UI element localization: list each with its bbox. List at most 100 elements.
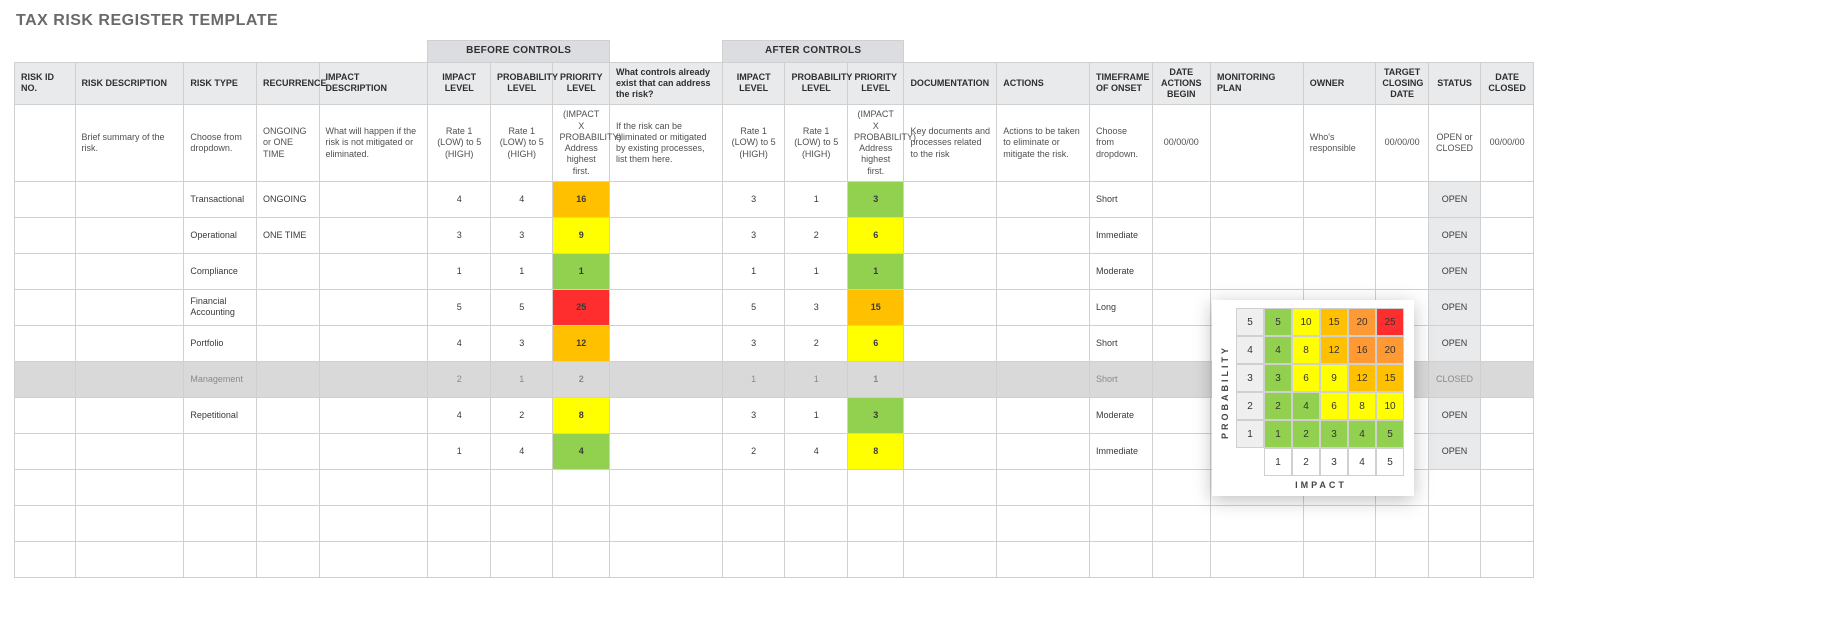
cell-dab[interactable]: [1152, 505, 1210, 541]
cell-stat[interactable]: [1428, 469, 1480, 505]
cell-desc[interactable]: [75, 289, 184, 325]
cell-dab[interactable]: [1152, 253, 1210, 289]
cell-act[interactable]: [997, 469, 1090, 505]
cell-mon[interactable]: [1211, 253, 1304, 289]
cell-doc[interactable]: [904, 289, 997, 325]
cell-dc[interactable]: [1481, 325, 1534, 361]
cell-dab[interactable]: [1152, 433, 1210, 469]
cell-ctrl[interactable]: [609, 181, 722, 217]
cell-pl[interactable]: [490, 505, 553, 541]
cell-impd[interactable]: [319, 397, 428, 433]
cell-desc[interactable]: [75, 469, 184, 505]
cell-act[interactable]: [997, 217, 1090, 253]
cell-tf[interactable]: Moderate: [1090, 253, 1153, 289]
cell-pl2[interactable]: 2: [785, 217, 848, 253]
cell-desc[interactable]: [75, 361, 184, 397]
cell-il2[interactable]: [722, 469, 785, 505]
cell-stat[interactable]: OPEN: [1428, 433, 1480, 469]
cell-id[interactable]: [15, 469, 76, 505]
cell-pl2[interactable]: 1: [785, 253, 848, 289]
cell-type[interactable]: Management: [184, 361, 257, 397]
cell-tcd[interactable]: [1376, 253, 1428, 289]
cell-dc[interactable]: [1481, 505, 1534, 541]
cell-dc[interactable]: [1481, 469, 1534, 505]
cell-il[interactable]: 2: [428, 361, 491, 397]
cell-pl2[interactable]: 1: [785, 361, 848, 397]
cell-doc[interactable]: [904, 253, 997, 289]
cell-impd[interactable]: [319, 217, 428, 253]
cell-stat[interactable]: [1428, 541, 1480, 577]
cell-id[interactable]: [15, 289, 76, 325]
cell-il[interactable]: 1: [428, 433, 491, 469]
cell-desc[interactable]: [75, 253, 184, 289]
cell-stat[interactable]: OPEN: [1428, 397, 1480, 433]
cell-doc[interactable]: [904, 433, 997, 469]
cell-type[interactable]: [184, 433, 257, 469]
cell-pr[interactable]: 1: [553, 253, 610, 289]
cell-type[interactable]: [184, 469, 257, 505]
cell-id[interactable]: [15, 325, 76, 361]
cell-tf[interactable]: [1090, 469, 1153, 505]
cell-tcd[interactable]: [1376, 217, 1428, 253]
cell-doc[interactable]: [904, 397, 997, 433]
cell-desc[interactable]: [75, 433, 184, 469]
cell-rec[interactable]: ONGOING: [257, 181, 320, 217]
cell-il2[interactable]: [722, 541, 785, 577]
cell-pr[interactable]: 25: [553, 289, 610, 325]
table-row[interactable]: OperationalONE TIME339326ImmediateOPEN: [15, 217, 1534, 253]
cell-tf[interactable]: Immediate: [1090, 217, 1153, 253]
cell-rec[interactable]: [257, 289, 320, 325]
cell-doc[interactable]: [904, 541, 997, 577]
cell-stat[interactable]: OPEN: [1428, 325, 1480, 361]
cell-rec[interactable]: [257, 433, 320, 469]
cell-own[interactable]: [1303, 253, 1376, 289]
cell-pr2[interactable]: 15: [847, 289, 903, 325]
cell-desc[interactable]: [75, 217, 184, 253]
cell-il[interactable]: 4: [428, 325, 491, 361]
cell-own[interactable]: [1303, 505, 1376, 541]
cell-act[interactable]: [997, 505, 1090, 541]
cell-tcd[interactable]: [1376, 541, 1428, 577]
cell-pr2[interactable]: 6: [847, 217, 903, 253]
cell-doc[interactable]: [904, 361, 997, 397]
cell-act[interactable]: [997, 397, 1090, 433]
cell-desc[interactable]: [75, 181, 184, 217]
cell-id[interactable]: [15, 397, 76, 433]
cell-tf[interactable]: Long: [1090, 289, 1153, 325]
cell-type[interactable]: Transactional: [184, 181, 257, 217]
cell-pl2[interactable]: [785, 541, 848, 577]
cell-type[interactable]: [184, 505, 257, 541]
cell-tf[interactable]: Moderate: [1090, 397, 1153, 433]
cell-ctrl[interactable]: [609, 541, 722, 577]
cell-pl[interactable]: [490, 469, 553, 505]
cell-id[interactable]: [15, 253, 76, 289]
cell-ctrl[interactable]: [609, 325, 722, 361]
cell-tf[interactable]: Short: [1090, 361, 1153, 397]
cell-ctrl[interactable]: [609, 505, 722, 541]
cell-impd[interactable]: [319, 325, 428, 361]
cell-pl[interactable]: 5: [490, 289, 553, 325]
cell-act[interactable]: [997, 253, 1090, 289]
cell-impd[interactable]: [319, 361, 428, 397]
cell-dab[interactable]: [1152, 289, 1210, 325]
cell-stat[interactable]: OPEN: [1428, 253, 1480, 289]
table-row[interactable]: [15, 505, 1534, 541]
cell-pl[interactable]: 3: [490, 217, 553, 253]
cell-pl[interactable]: [490, 541, 553, 577]
cell-il2[interactable]: 2: [722, 433, 785, 469]
cell-pr[interactable]: [553, 505, 610, 541]
cell-dc[interactable]: [1481, 541, 1534, 577]
cell-dab[interactable]: [1152, 217, 1210, 253]
cell-pl2[interactable]: 2: [785, 325, 848, 361]
cell-tf[interactable]: Short: [1090, 325, 1153, 361]
cell-doc[interactable]: [904, 505, 997, 541]
cell-act[interactable]: [997, 181, 1090, 217]
cell-type[interactable]: Compliance: [184, 253, 257, 289]
cell-desc[interactable]: [75, 325, 184, 361]
cell-pl[interactable]: 4: [490, 433, 553, 469]
cell-pr[interactable]: 16: [553, 181, 610, 217]
cell-desc[interactable]: [75, 505, 184, 541]
cell-impd[interactable]: [319, 505, 428, 541]
cell-stat[interactable]: OPEN: [1428, 217, 1480, 253]
cell-stat[interactable]: [1428, 505, 1480, 541]
